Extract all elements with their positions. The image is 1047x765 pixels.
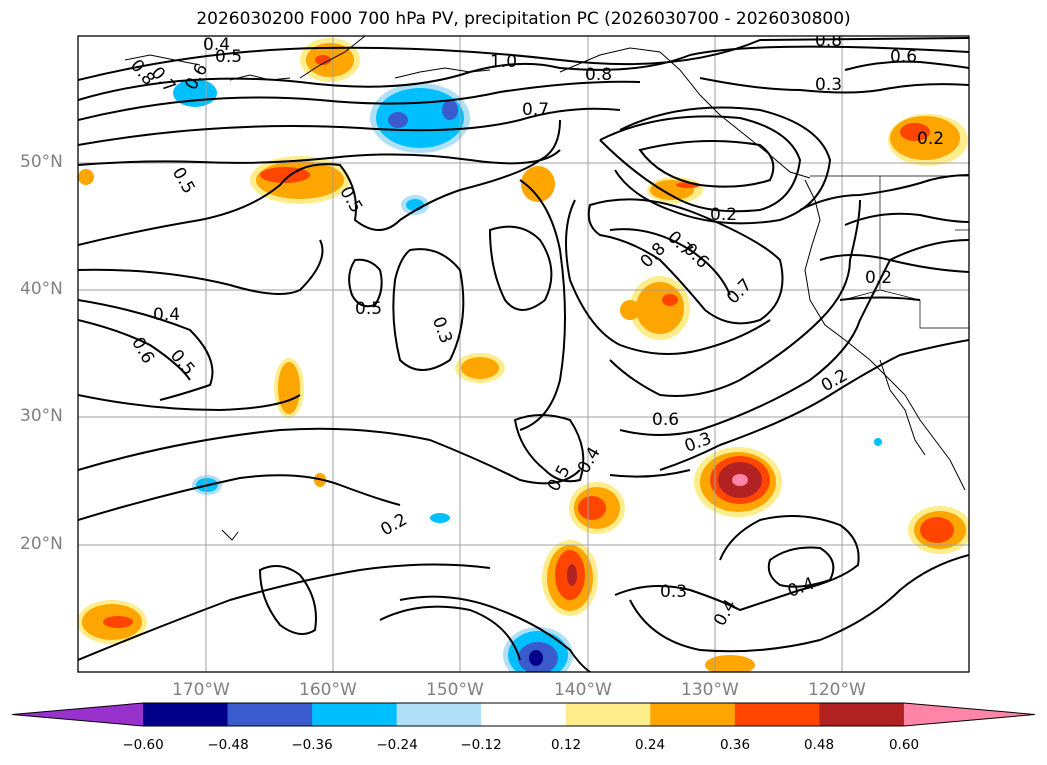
pv-contours <box>78 37 969 672</box>
contour-label: 0.8 <box>585 65 612 85</box>
contour-label: 0.2 <box>917 129 944 149</box>
colorbar-label: 0.24 <box>634 737 666 753</box>
colorbar-segment <box>734 703 820 726</box>
lon-tick: 160°W <box>299 680 357 700</box>
colorbar-segment <box>227 703 313 726</box>
precip-shading <box>78 38 969 672</box>
contour-label: 0.5 <box>215 47 242 67</box>
colorbar-label: 0.12 <box>550 737 582 753</box>
contour-label: 0.7 <box>522 100 549 120</box>
colorbar-extend-high <box>903 703 1035 726</box>
contour-label: 0.8 <box>815 31 842 51</box>
colorbar-segment <box>396 703 482 726</box>
colorbar-label: −0.12 <box>460 737 502 753</box>
contour-label: 0.2 <box>865 268 892 288</box>
colorbar-label: −0.24 <box>376 737 418 753</box>
contour-label: 0.4 <box>153 305 180 325</box>
contour-label: 0.5 <box>355 299 382 319</box>
contour-label: 0.6 <box>890 47 917 67</box>
colorbar-label: −0.48 <box>207 737 249 753</box>
lon-tick: 170°W <box>172 680 230 700</box>
contour-label: 1.0 <box>490 52 517 72</box>
lat-tick: 30°N <box>20 406 63 426</box>
lat-tick: 40°N <box>20 279 63 299</box>
lon-tick: 130°W <box>681 680 739 700</box>
colorbar-segment <box>312 703 398 726</box>
colorbar-segment <box>650 703 736 726</box>
coastlines <box>124 36 966 541</box>
lat-tick: 20°N <box>20 534 63 554</box>
map-title: 2026030200 F000 700 hPa PV, precipitatio… <box>196 9 851 29</box>
contour-label: 0.4 <box>203 35 230 55</box>
colorbar-label: 0.36 <box>719 737 751 753</box>
map-frame <box>77 35 970 673</box>
colorbar <box>11 702 1036 727</box>
colorbar-label: 0.48 <box>803 737 835 753</box>
colorbar-segment <box>481 703 567 726</box>
contour-label: 0.6 <box>652 410 679 430</box>
colorbar-outline <box>11 702 1036 727</box>
colorbar-label: −0.36 <box>291 737 333 753</box>
lat-tick: 50°N <box>20 152 63 172</box>
contour-label: 0.2 <box>710 205 737 225</box>
colorbar-label: −0.60 <box>122 737 164 753</box>
colorbar-segment <box>143 703 229 726</box>
colorbar-extend-low <box>12 703 143 726</box>
lon-tick: 140°W <box>554 680 612 700</box>
contour-label: 0.3 <box>815 75 842 95</box>
colorbar-segment <box>819 703 905 726</box>
colorbar-segment <box>565 703 651 726</box>
colorbar-label: 0.60 <box>888 737 920 753</box>
contour-label: 0.3 <box>660 582 687 602</box>
lon-tick: 120°W <box>808 680 866 700</box>
lon-tick: 150°W <box>426 680 484 700</box>
